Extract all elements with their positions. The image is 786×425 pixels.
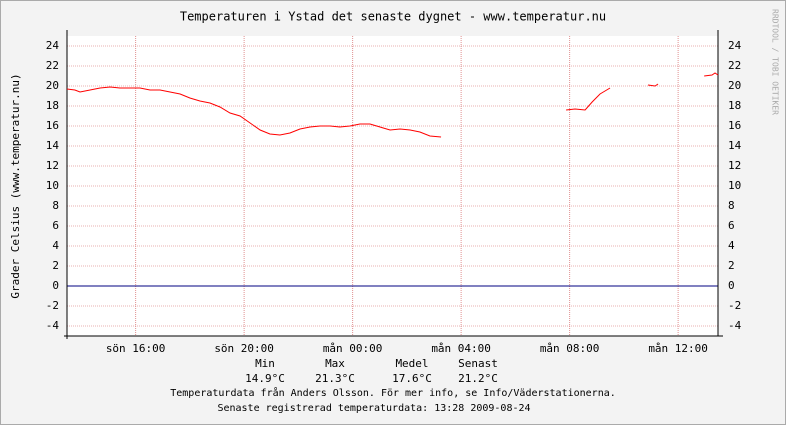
y-axis-label: Grader Celsius (www.temperatur.nu)	[9, 73, 22, 298]
y-tick-label: 0	[52, 279, 59, 292]
line-series	[66, 72, 719, 138]
stat-name: Medel	[395, 357, 428, 370]
stat-name: Min	[255, 357, 275, 370]
y-tick-label: 12	[46, 159, 59, 172]
x-tick-label: sön 16:00	[106, 342, 166, 355]
y2-tick-label: 2	[728, 259, 735, 272]
y2-tick-label: 0	[728, 279, 735, 292]
x-tick-label: mån 04:00	[431, 342, 491, 355]
y2-tick-label: -4	[728, 319, 742, 332]
y-tick-label: 18	[46, 99, 59, 112]
y-tick-label: 22	[46, 59, 59, 72]
y2-tick-label: 10	[728, 179, 741, 192]
x-tick-label: sön 20:00	[214, 342, 274, 355]
y-tick-label: 4	[52, 239, 59, 252]
stat-value: 21.3°C	[315, 372, 355, 385]
y2-tick-label: 12	[728, 159, 741, 172]
stat-value: 21.2°C	[458, 372, 498, 385]
chart-title: Temperaturen i Ystad det senaste dygnet …	[180, 10, 606, 24]
stat-value: 14.9°C	[245, 372, 285, 385]
y-tick-label: 14	[46, 139, 60, 152]
y-tick-label: -2	[46, 299, 59, 312]
y2-tick-label: 4	[728, 239, 735, 252]
x-tick-label: mån 08:00	[540, 342, 600, 355]
y-tick-label: 20	[46, 79, 59, 92]
y2-tick-label: 18	[728, 99, 741, 112]
y-tick-label: 16	[46, 119, 59, 132]
y-tick-label: 8	[52, 199, 59, 212]
y2-tick-label: 14	[728, 139, 742, 152]
x-tick-label: mån 00:00	[323, 342, 383, 355]
y2-tick-label: 24	[728, 39, 742, 52]
grid	[64, 30, 723, 339]
footer-line: Senaste registrerad temperaturdata: 13:2…	[217, 403, 530, 414]
y2-tick-label: 22	[728, 59, 741, 72]
y-tick-label: 6	[52, 219, 59, 232]
side-label: RRDTOOL / TOBI OETIKER	[771, 9, 780, 115]
y2-tick-label: 8	[728, 199, 735, 212]
y-tick-label: -4	[46, 319, 60, 332]
y2-tick-label: 6	[728, 219, 735, 232]
y2-tick-label: 20	[728, 79, 741, 92]
footer-line: Temperaturdata från Anders Olsson. För m…	[170, 386, 616, 399]
stat-name: Max	[325, 357, 345, 370]
y-tick-label: 2	[52, 259, 59, 272]
plot-area	[67, 36, 718, 336]
marks	[66, 72, 719, 138]
x-tick-label: mån 12:00	[648, 342, 708, 355]
stat-value: 17.6°C	[392, 372, 432, 385]
y-tick-label: 10	[46, 179, 59, 192]
y-tick-label: 24	[46, 39, 60, 52]
stat-name: Senast	[458, 357, 498, 370]
y2-tick-label: -2	[728, 299, 741, 312]
y2-tick-label: 16	[728, 119, 741, 132]
